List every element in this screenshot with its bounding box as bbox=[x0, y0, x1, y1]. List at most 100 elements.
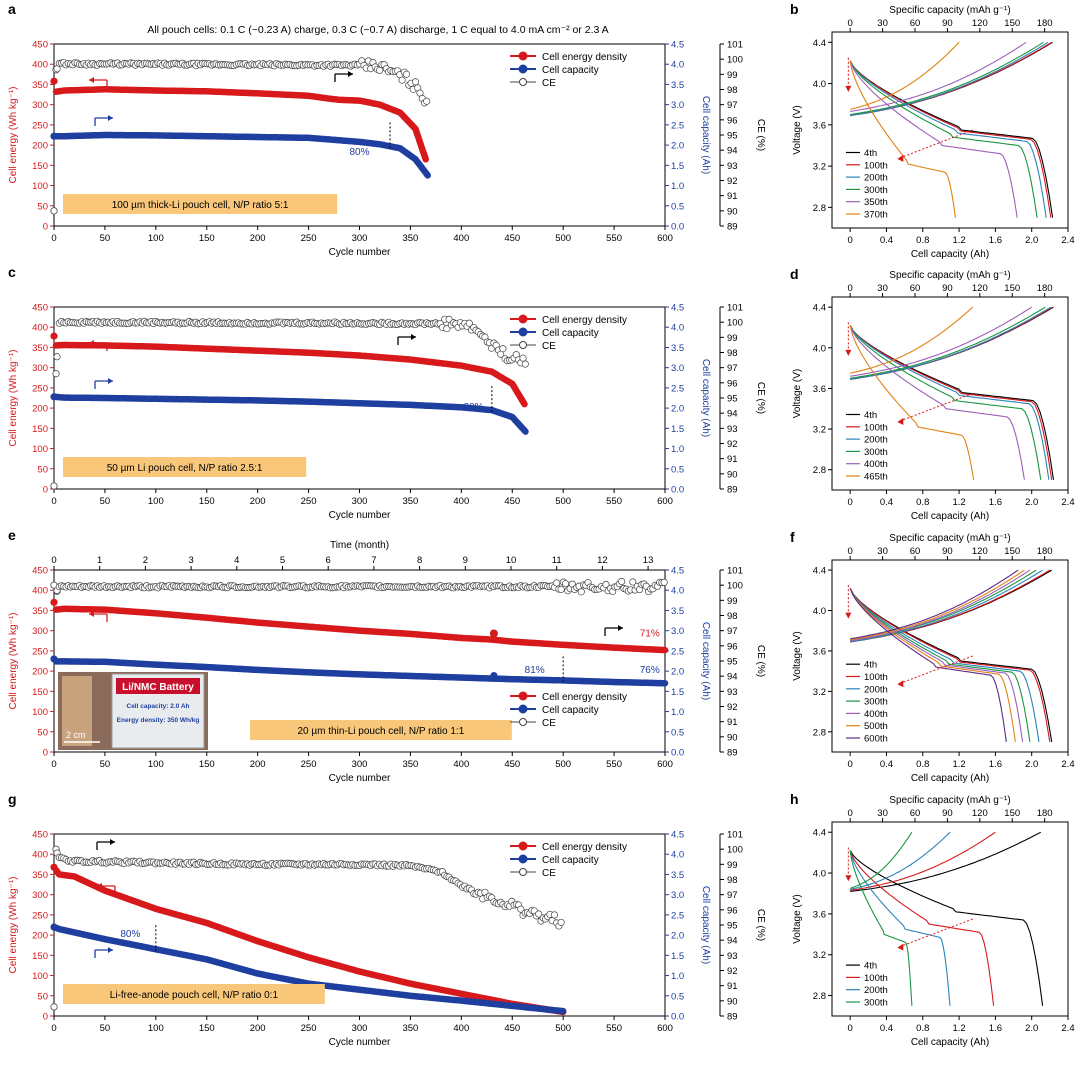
ce-point bbox=[562, 580, 570, 588]
y-ce-tick-label: 99 bbox=[727, 70, 738, 81]
data-point-first bbox=[50, 332, 58, 340]
x-tick-label: 0.8 bbox=[916, 497, 929, 508]
top-x-tick-label: 5 bbox=[280, 555, 285, 566]
data-trace bbox=[52, 924, 567, 1015]
y-ce-tick-label: 101 bbox=[727, 566, 743, 577]
y-axis-label: Voltage (V) bbox=[792, 369, 803, 418]
x-tick-label: 1.6 bbox=[989, 235, 1002, 246]
y-left-tick-label: 350 bbox=[32, 80, 48, 91]
legend-label: 4th bbox=[864, 961, 877, 972]
y-ce-axis-label: CE (%) bbox=[755, 382, 766, 414]
ce-point bbox=[411, 78, 420, 86]
label-box-text: 50 µm Li pouch cell, N/P ratio 2.5:1 bbox=[107, 463, 263, 474]
y-axis-label: Voltage (V) bbox=[792, 105, 803, 154]
y-ce-tick-label: 91 bbox=[727, 454, 738, 465]
x-tick-label: 350 bbox=[402, 496, 418, 507]
x-tick-label: 2.0 bbox=[1025, 759, 1038, 770]
x-tick-label: 500 bbox=[555, 1023, 571, 1034]
x-tick-label: 550 bbox=[606, 1023, 622, 1034]
x-tick-label: 1.2 bbox=[952, 497, 965, 508]
scale-bar-label: 2 cm bbox=[66, 730, 86, 740]
legend-label: 200th bbox=[864, 173, 888, 184]
panel-f: f 2.8 3.2 3.6 4.0 4.4 0 0.4 0.8 1.2 1.6 2.0 2.4 Cell … bbox=[790, 529, 1075, 784]
top-x-axis-label: Specific capacity (mAh g⁻¹) bbox=[889, 5, 1010, 16]
curve-350th bbox=[849, 41, 1027, 218]
y-left-tick-label: 0 bbox=[43, 222, 48, 233]
x-tick-label: 100 bbox=[148, 496, 164, 507]
legend-label: Cell capacity bbox=[542, 705, 599, 716]
top-x-tick-label: 13 bbox=[643, 555, 654, 566]
y-left-tick-label: 50 bbox=[37, 991, 48, 1002]
y-ce-tick-label: 95 bbox=[727, 921, 738, 932]
curve-500th bbox=[849, 569, 1025, 742]
y-ce-tick-label: 91 bbox=[727, 717, 738, 728]
x-tick-label: 1.6 bbox=[989, 759, 1002, 770]
discharge-curve bbox=[849, 60, 1038, 218]
energy-axis-arrow bbox=[89, 77, 94, 83]
data-point-first bbox=[50, 598, 58, 606]
data-trace bbox=[52, 866, 567, 1016]
trend-arrow-head bbox=[845, 612, 852, 619]
y-tick-label: 3.6 bbox=[813, 646, 826, 657]
y-ce-tick-label: 96 bbox=[727, 641, 738, 652]
y-tick-label: 3.2 bbox=[813, 950, 826, 961]
plot-frame bbox=[831, 821, 1069, 1017]
y-cap-tick-label: 4.0 bbox=[671, 586, 684, 597]
y-left-tick-label: 250 bbox=[32, 383, 48, 394]
x-tick-label: 200 bbox=[250, 496, 266, 507]
battery-label-line: Energy density: 350 Wh/kg bbox=[117, 717, 200, 724]
plot-frame bbox=[831, 559, 1069, 753]
energy-axis-arrow bbox=[89, 611, 94, 617]
discharge-curve bbox=[849, 850, 913, 1006]
y-ce-tick-label: 98 bbox=[727, 348, 738, 359]
retention-annotation: 71% bbox=[640, 629, 660, 640]
x-tick-label: 250 bbox=[301, 1023, 317, 1034]
legend-marker bbox=[519, 78, 527, 86]
y-tick-label: 3.2 bbox=[813, 162, 826, 173]
y-ce-tick-label: 96 bbox=[727, 115, 738, 126]
x-tick-label: 350 bbox=[402, 759, 418, 770]
x-axis-label: Cell capacity (Ah) bbox=[911, 249, 989, 260]
x-tick-label: 1.6 bbox=[989, 1023, 1002, 1034]
panel-d: d 2.8 3.2 3.6 4.0 4.4 0 0.4 0.8 1.2 1.6 2.0 2.4 Cell … bbox=[790, 266, 1075, 522]
y-ce-axis-label: CE (%) bbox=[755, 119, 766, 151]
x-tick-label: 350 bbox=[402, 233, 418, 244]
curve-100th bbox=[849, 831, 996, 1006]
x-tick-label: 50 bbox=[100, 496, 111, 507]
ce-point bbox=[443, 325, 451, 333]
y-cap-tick-label: 2.5 bbox=[671, 383, 684, 394]
y-ce-tick-label: 89 bbox=[727, 1012, 738, 1023]
energy-axis-arrow bbox=[97, 883, 102, 889]
y-tick-label: 4.4 bbox=[813, 566, 826, 577]
x-tick-label: 250 bbox=[301, 496, 317, 507]
y-ce-tick-label: 101 bbox=[727, 830, 743, 841]
y-left-tick-label: 400 bbox=[32, 60, 48, 71]
legend-marker bbox=[518, 854, 528, 864]
y-left-axis-label: Cell energy (Wh kg⁻¹) bbox=[8, 87, 19, 184]
retention-annotation: 80% bbox=[349, 147, 369, 158]
x-tick-label: 0 bbox=[51, 1023, 56, 1034]
ce-point bbox=[50, 482, 58, 490]
legend-label: 600th bbox=[864, 734, 888, 745]
y-left-tick-label: 0 bbox=[43, 1012, 48, 1023]
legend-label: Cell energy density bbox=[542, 842, 627, 853]
legend-label: 4th bbox=[864, 410, 877, 421]
x-tick-label: 600 bbox=[657, 496, 673, 507]
y-cap-tick-label: 2.0 bbox=[671, 667, 684, 678]
trend-arrow bbox=[899, 655, 973, 684]
top-x-tick-label: 60 bbox=[910, 18, 921, 29]
discharge-curve bbox=[849, 325, 1025, 480]
discharge-curve bbox=[849, 850, 995, 1006]
x-tick-label: 2.4 bbox=[1061, 497, 1074, 508]
curve-200th bbox=[849, 569, 1043, 742]
ce-point bbox=[52, 370, 60, 378]
y-left-tick-label: 150 bbox=[32, 687, 48, 698]
x-tick-label: 0 bbox=[848, 759, 853, 770]
y-cap-tick-label: 2.5 bbox=[671, 910, 684, 921]
ce-point bbox=[402, 70, 411, 78]
y-tick-label: 3.2 bbox=[813, 687, 826, 698]
ce-point bbox=[577, 588, 585, 596]
top-x-tick-label: 3 bbox=[188, 555, 193, 566]
top-x-tick-label: 150 bbox=[1004, 808, 1020, 819]
legend-label: 300th bbox=[864, 998, 888, 1009]
